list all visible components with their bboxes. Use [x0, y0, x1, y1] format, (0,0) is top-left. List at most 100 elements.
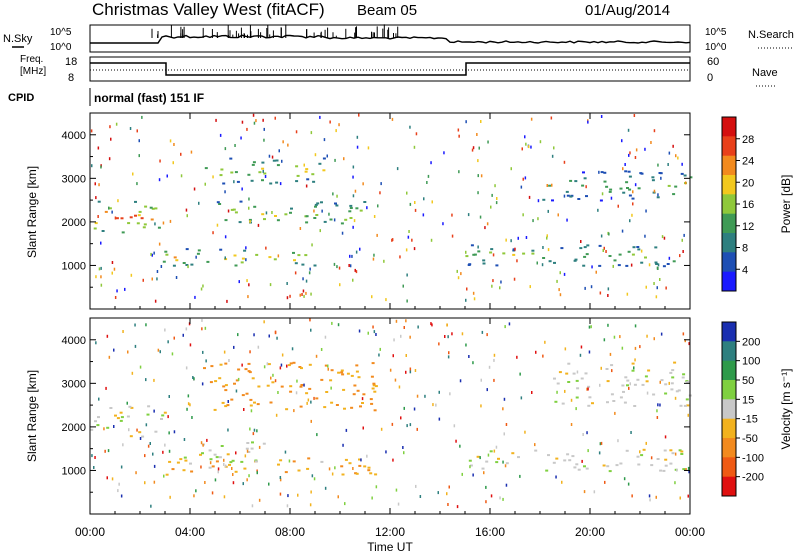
scatter-cell [252, 161, 256, 164]
scatter-cell [349, 217, 353, 219]
scatter-cell [226, 404, 230, 407]
scatter-cell [497, 457, 500, 460]
scatter-cell [496, 197, 498, 200]
nsky-label: N.Sky [3, 33, 33, 45]
scatter-cell [414, 208, 417, 212]
scatter-cell [682, 332, 685, 336]
scatter-cell [153, 464, 156, 468]
scatter-cell [607, 294, 609, 297]
scatter-cell [239, 200, 243, 203]
scatter-cell [344, 218, 348, 221]
scatter-cell [304, 254, 308, 257]
scatter-cell [232, 208, 236, 211]
nsky-panel-frame [89, 24, 691, 53]
scatter-cell [644, 375, 648, 378]
scatter-cell [431, 200, 433, 204]
scatter-cell [139, 365, 142, 369]
scatter-cell [245, 258, 247, 262]
scatter-cell [186, 407, 188, 411]
scatter-cell [375, 485, 378, 489]
scatter-cell [349, 207, 353, 209]
scatter-cell [624, 376, 628, 379]
scatter-cell [139, 437, 142, 440]
scatter-cell [413, 407, 416, 411]
velocity-scatter [90, 318, 692, 509]
scatter-cell [305, 168, 309, 171]
scatter-cell [243, 249, 247, 252]
scatter-cell [584, 372, 588, 375]
scatter-cell [215, 456, 219, 459]
scatter-cell [514, 247, 516, 251]
scatter-cell [482, 262, 486, 265]
scatter-cell [111, 271, 113, 275]
date-label: 01/Aug/2014 [585, 2, 670, 19]
scatter-cell [546, 184, 548, 187]
scatter-cell [240, 460, 244, 463]
scatter-cell [183, 438, 186, 441]
scatter-cell [253, 205, 257, 208]
scatter-cell [619, 396, 623, 399]
scatter-cell [571, 455, 575, 458]
scatter-cell [499, 496, 501, 500]
scatter-cell [617, 204, 619, 208]
scatter-cell [362, 393, 366, 396]
freq-tick-bottom: 8 [68, 72, 74, 84]
scatter-cell [154, 430, 158, 433]
scatter-cell [520, 396, 523, 400]
scatter-cell [320, 201, 323, 204]
y-tick-label: 4000 [62, 335, 86, 347]
scatter-cell [653, 129, 656, 133]
scatter-cell [338, 123, 340, 127]
scatter-cell [227, 209, 230, 213]
scatter-cell [301, 263, 305, 266]
scatter-cell [659, 278, 661, 281]
scatter-cell [453, 424, 456, 428]
scatter-cell [599, 442, 602, 446]
scatter-cell [252, 432, 255, 436]
scatter-cell [335, 204, 339, 207]
scatter-cell [597, 208, 599, 212]
scatter-cell [216, 223, 219, 227]
scatter-cell [670, 382, 674, 385]
scatter-cell [362, 182, 364, 186]
scatter-cell [247, 295, 249, 299]
scatter-cell [657, 163, 659, 167]
scatter-cell [328, 467, 331, 471]
x-tick-label: 20:00 [575, 525, 605, 539]
scatter-cell [636, 246, 640, 248]
scatter-cell [493, 378, 495, 382]
scatter-cell [563, 459, 567, 462]
scatter-cell [272, 373, 274, 377]
time-x-axis: 00:00 04:00 08:00 12:00 16:00 20:00 00:00 [75, 113, 705, 539]
scatter-cell [395, 488, 398, 492]
scatter-cell [185, 248, 189, 251]
scatter-cell [372, 382, 376, 385]
scatter-cell [94, 420, 97, 423]
colorbar-tick-label: 20 [742, 177, 754, 189]
scatter-cell [683, 404, 687, 407]
scatter-cell [252, 113, 255, 117]
scatter-cell [169, 495, 171, 499]
scatter-cell [185, 366, 188, 370]
scatter-cell [159, 350, 161, 354]
scatter-cell [612, 264, 614, 268]
scatter-cell [396, 167, 399, 171]
scatter-cell [583, 490, 586, 494]
scatter-cell [432, 403, 434, 407]
scatter-cell [142, 278, 144, 282]
scatter-cell [435, 403, 437, 407]
scatter-cell [628, 153, 630, 157]
colorbar-tick-label: -15 [742, 414, 758, 426]
scatter-cell [163, 474, 165, 478]
scatter-cell [476, 455, 480, 458]
scatter-cell [568, 459, 572, 462]
scatter-cell [229, 461, 233, 464]
scatter-cell [218, 377, 222, 380]
scatter-cell [314, 153, 317, 157]
scatter-cell [348, 264, 350, 267]
scatter-cell [244, 368, 248, 371]
scatter-cell [551, 199, 554, 202]
scatter-cell [566, 218, 568, 222]
scatter-cell [607, 287, 610, 291]
scatter-cell [402, 446, 404, 449]
